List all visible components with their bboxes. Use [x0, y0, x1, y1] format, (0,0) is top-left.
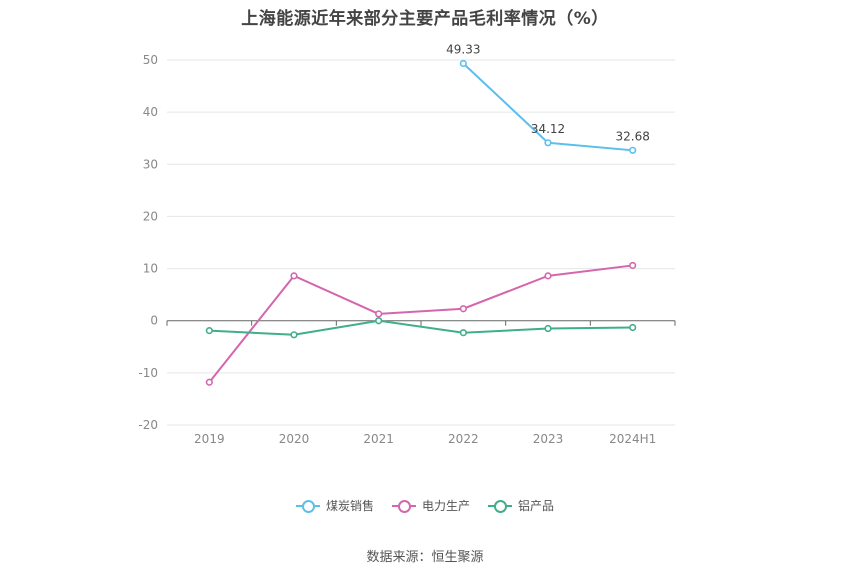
data-label: 32.68: [615, 129, 649, 143]
data-point: [544, 324, 552, 333]
series-line: [209, 319, 633, 336]
data-label: 49.33: [446, 42, 480, 56]
x-axis: 2019 2020 2021 2022 2023 2024H1: [166, 320, 676, 446]
legend-label: 煤炭销售: [325, 499, 374, 513]
legend-marker-icon: [391, 499, 416, 513]
data-point: [205, 327, 213, 335]
data-point: [290, 331, 298, 339]
y-tick-label: -20: [138, 418, 158, 432]
grid: [167, 59, 675, 426]
x-tick-label: 2023: [533, 432, 564, 446]
data-point: [544, 272, 552, 280]
data-point: [205, 378, 213, 386]
legend-marker-icon: [295, 499, 320, 513]
series-group: 49.33 34.12 32.68: [205, 42, 650, 386]
x-tick-label: 2020: [279, 432, 310, 446]
series-铝产品: [205, 317, 637, 339]
data-point: [375, 310, 383, 318]
data-source: 数据来源：恒生聚源: [366, 550, 484, 565]
data-point: [629, 323, 637, 332]
y-tick-label: 50: [143, 53, 158, 67]
series-line: [208, 264, 633, 383]
x-tick-label: 2019: [194, 432, 225, 446]
data-label: 34.12: [531, 122, 565, 136]
y-tick-label: 40: [143, 105, 158, 119]
x-tick-label: 2021: [363, 432, 394, 446]
legend-label: 电力生产: [421, 499, 470, 513]
x-tick-label: 2024H1: [609, 432, 656, 446]
data-point: [459, 59, 467, 68]
y-tick-label: 10: [143, 262, 158, 276]
legend: 煤炭销售 电力生产 铝产品: [0, 497, 850, 514]
series-line: [462, 62, 633, 152]
legend-label: 铝产品: [518, 499, 555, 513]
data-point: [459, 329, 467, 337]
data-point: [629, 261, 637, 270]
legend-marker-icon: [488, 499, 512, 513]
y-tick-label: -10: [138, 366, 158, 380]
x-tick-label: 2022: [448, 432, 479, 446]
y-tick-label: 20: [143, 209, 158, 223]
chart-title: 上海能源近年来部分主要产品毛利率情况（%）: [241, 9, 609, 29]
data-point: [459, 305, 467, 313]
y-axis: -20 -10 0 10 20 30 40 50: [138, 53, 158, 432]
legend-item[interactable]: 煤炭销售: [295, 497, 374, 514]
series-电力生产: [205, 261, 637, 386]
series-煤炭销售: 49.33 34.12 32.68: [446, 42, 650, 154]
data-point: [375, 317, 383, 325]
legend-item[interactable]: 电力生产: [391, 497, 470, 514]
data-point: [544, 139, 552, 147]
y-tick-label: 0: [150, 314, 158, 328]
data-point: [290, 272, 298, 280]
data-point: [629, 146, 637, 154]
y-tick-label: 30: [143, 157, 158, 171]
legend-item[interactable]: 铝产品: [488, 497, 554, 514]
